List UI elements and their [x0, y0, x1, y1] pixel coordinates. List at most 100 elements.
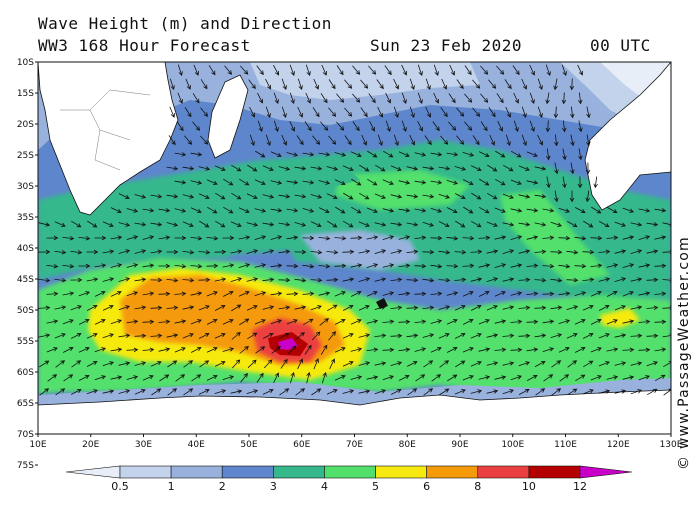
wave-direction-arrow [318, 207, 330, 213]
wave-direction-arrow [70, 389, 82, 395]
wave-direction-arrow [86, 333, 98, 339]
wave-direction-arrow [454, 389, 466, 395]
wave-direction-arrow [534, 166, 547, 171]
wave-direction-arrow [566, 249, 579, 255]
colorbar-swatch [528, 465, 581, 479]
wave-direction-arrow [494, 291, 506, 297]
wave-direction-arrow [441, 78, 447, 90]
wave-direction-arrow [510, 235, 523, 240]
wave-direction-arrow [289, 64, 295, 76]
wave-direction-arrow [414, 291, 427, 297]
wave-direction-arrow [570, 134, 575, 147]
wave-direction-arrow [352, 65, 361, 75]
wave-direction-arrow [398, 208, 411, 213]
wave-direction-arrow [270, 180, 283, 185]
wave-direction-arrow [102, 221, 114, 227]
wave-direction-arrow [350, 375, 363, 380]
wave-direction-arrow [390, 165, 402, 171]
wave-direction-arrow [598, 305, 610, 311]
wave-direction-arrow [417, 120, 423, 132]
wave-direction-arrow [574, 263, 587, 269]
wave-direction-arrow [406, 194, 419, 199]
wave-direction-arrow [534, 333, 547, 338]
antarctica-landmass [38, 389, 671, 434]
wave-direction-arrow [294, 166, 307, 171]
wave-direction-arrow [134, 305, 147, 310]
wave-direction-arrow [182, 194, 195, 199]
wave-direction-arrow [558, 291, 571, 296]
wave-direction-arrow [448, 93, 456, 104]
wave-direction-arrow [351, 178, 362, 186]
wave-direction-arrow [46, 319, 59, 324]
wave-direction-arrow [510, 291, 523, 296]
wave-direction-arrow [182, 333, 194, 339]
colorbar-label: 3 [270, 480, 277, 493]
wave-direction-arrow [545, 120, 551, 133]
wave-direction-arrow [142, 319, 155, 325]
wave-direction-arrow [374, 193, 386, 199]
wave-direction-arrow [534, 305, 547, 311]
wave-direction-arrow [118, 333, 131, 338]
wave-direction-arrow [321, 64, 327, 76]
wave-direction-arrow [78, 291, 90, 297]
wave-direction-arrow [542, 291, 555, 297]
wave-direction-arrow [230, 249, 243, 254]
wave-direction-arrow [150, 277, 163, 283]
credit-text: © www.PassageWeather.com [676, 236, 692, 470]
wave-direction-arrow [502, 389, 514, 395]
wave-direction-arrow [534, 194, 547, 199]
wave-direction-arrow [401, 120, 407, 132]
wave-direction-arrow [54, 277, 67, 283]
wave-direction-arrow [150, 333, 163, 339]
wave-direction-arrow [398, 235, 411, 240]
wave-direction-arrow [126, 208, 139, 213]
wave-direction-arrow [254, 179, 266, 185]
wave-direction-arrow [598, 389, 611, 394]
wave-direction-arrow [38, 222, 51, 227]
wave-direction-arrow [534, 361, 546, 367]
wave-direction-arrow [297, 78, 303, 90]
wave-direction-arrow [577, 176, 583, 189]
wave-direction-arrow [561, 92, 567, 105]
wave-direction-arrow [390, 361, 403, 366]
wave-direction-arrow [214, 249, 227, 255]
wave-direction-arrow [503, 164, 514, 172]
wave-direction-arrow [182, 166, 195, 171]
wave-direction-arrow [614, 361, 627, 366]
wave-direction-arrow [646, 222, 659, 227]
wave-direction-arrow [398, 263, 411, 269]
wave-direction-arrow [480, 121, 488, 132]
wave-direction-arrow [142, 375, 154, 381]
wave-direction-arrow [110, 347, 123, 352]
wave-direction-arrow [574, 235, 587, 241]
wave-direction-arrow [174, 347, 186, 353]
wave-direction-arrow [190, 319, 202, 325]
wave-direction-arrow [590, 347, 602, 353]
wave-direction-arrow [526, 151, 538, 157]
wave-direction-arrow [430, 291, 443, 297]
wave-direction-arrow [255, 346, 266, 354]
wave-direction-arrow [586, 134, 591, 147]
wave-direction-arrow [343, 192, 354, 200]
wave-direction-arrow [296, 135, 304, 146]
wave-direction-arrow [54, 333, 66, 339]
wave-field [38, 62, 671, 434]
wave-direction-arrow [110, 235, 123, 240]
wave-direction-arrow [222, 375, 235, 380]
wave-direction-arrow [254, 319, 266, 325]
wave-direction-arrow [294, 249, 307, 255]
wave-direction-arrow [566, 333, 578, 339]
wave-direction-arrow [433, 64, 439, 76]
wave-direction-arrow [406, 166, 419, 171]
wave-direction-arrow [78, 263, 91, 269]
wave-direction-arrow [494, 375, 507, 380]
wave-direction-arrow [167, 360, 178, 368]
wave-direction-arrow [446, 347, 458, 353]
wave-direction-arrow [590, 263, 603, 269]
lat-tick-label: 45S [17, 275, 34, 285]
wave-direction-arrow [382, 347, 395, 353]
wave-direction-arrow [438, 249, 451, 255]
wave-direction-arrow [342, 249, 355, 255]
wave-direction-arrow [366, 235, 379, 240]
wave-direction-arrow [150, 249, 163, 254]
